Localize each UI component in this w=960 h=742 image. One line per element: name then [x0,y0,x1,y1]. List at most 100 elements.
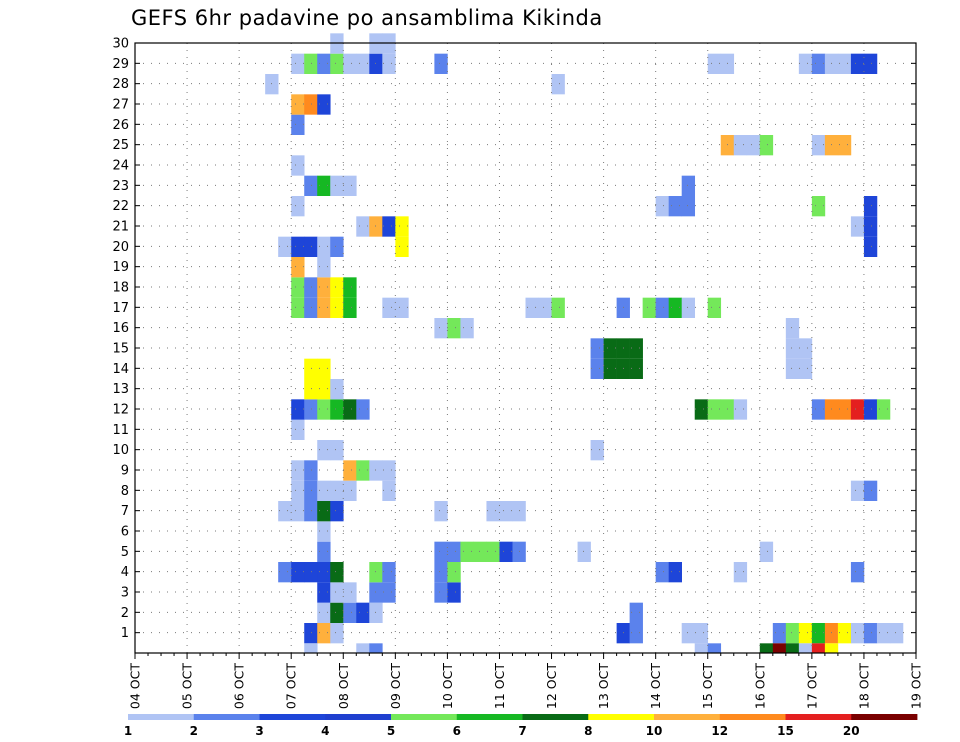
heatmap-cell [291,94,305,115]
heatmap-cell [291,460,305,481]
heatmap-cell [759,643,774,654]
heatmap-cell [681,297,696,318]
y-tick-label: 13 [112,382,129,397]
heatmap-cell [707,297,722,318]
heatmap-cell [733,399,748,420]
heatmap-cell [317,623,331,644]
heatmap-cell [616,358,630,379]
heatmap-cell [356,216,370,237]
heatmap-cell [863,480,878,501]
heatmap-cell [395,216,409,237]
heatmap-cell [291,480,305,501]
heatmap-cell [460,541,474,562]
heatmap-cell [317,521,331,542]
heatmap-cell [668,196,682,217]
heatmap-cell [668,562,682,583]
heatmap-cell [304,501,318,522]
heatmap-cell [707,643,722,654]
heatmap-cell [876,399,891,420]
heatmap-cell [317,440,331,461]
heatmap-cell [330,602,344,623]
colorbar-label: 4 [321,724,329,738]
heatmap-cell [317,257,331,278]
heatmap-cell [330,379,344,400]
y-tick-label: 12 [112,403,129,418]
heatmap-cell [382,480,396,501]
heatmap-cell [733,135,748,156]
heatmap-cell [291,562,305,583]
x-tick-label: 12 OCT [544,663,559,709]
y-tick-label: 28 [112,77,129,92]
heatmap-cell [629,623,643,644]
y-tick-label: 5 [121,545,129,560]
colorbar-label: 3 [255,724,263,738]
heatmap-cell [785,338,800,359]
heatmap-cell [603,338,617,359]
heatmap-cell [343,582,357,603]
colorbar-segment [391,714,458,720]
heatmap-cell [304,175,318,196]
heatmap-cell [837,135,852,156]
heatmap-cell [668,297,682,318]
y-tick-label: 8 [121,484,129,499]
heatmap-cell [382,297,396,318]
heatmap-cell [330,53,344,74]
y-tick-label: 27 [112,98,129,113]
colorbar-label: 1 [124,724,132,738]
heatmap-cell [382,582,396,603]
y-tick-label: 29 [112,57,129,72]
colorbar-segment [259,714,326,720]
x-tick-label: 08 OCT [336,663,351,709]
heatmap-cell [694,623,709,644]
y-tick-label: 21 [112,220,129,235]
heatmap-cell [798,53,813,74]
heatmap-cell [343,399,357,420]
heatmap-cell [473,541,487,562]
y-tick-label: 15 [112,342,129,357]
heatmap-cell [343,297,357,318]
heatmap-cell [317,277,331,298]
heatmap-cell [317,358,331,379]
heatmap-cell [304,53,318,74]
x-tick-label: 15 OCT [700,663,715,709]
colorbar-label: 8 [584,724,592,738]
heatmap-cell [382,460,396,481]
heatmap-cell [798,338,813,359]
heatmap-cell [590,358,604,379]
heatmap-cell [707,399,722,420]
heatmap-cell [356,602,370,623]
heatmap-cell [395,297,409,318]
heatmap-cell [330,297,344,318]
heatmap-cell [850,480,865,501]
y-tick-label: 26 [112,118,129,133]
x-tick-label: 04 OCT [128,663,143,709]
heatmap-cell [343,277,357,298]
heatmap-cell [577,541,591,562]
x-tick-label: 13 OCT [596,663,611,709]
heatmap-cell [369,53,383,74]
y-tick-label: 18 [112,281,129,296]
x-tick-label: 07 OCT [284,663,299,709]
heatmap-cell [434,501,448,522]
y-tick-label: 20 [112,240,129,255]
heatmap-cell [304,480,318,501]
heatmap-cell [785,643,800,654]
heatmap-cell [330,236,344,257]
heatmap-cell [863,53,878,74]
heatmap-cell [356,460,370,481]
colorbar-label: 2 [190,724,198,738]
heatmap-cell [330,480,344,501]
colorbar-segment [325,714,392,720]
colorbar-segment [851,714,918,720]
heatmap-cell [317,602,331,623]
y-tick-label: 11 [112,423,129,438]
heatmap-cell [382,216,396,237]
heatmap-cell [278,562,292,583]
heatmap-cell [733,562,748,583]
chart-title: GEFS 6hr padavine po ansamblima Kikinda [131,6,603,30]
heatmap-cell [330,175,344,196]
heatmap-cell [304,94,318,115]
heatmap-cell [629,338,643,359]
heatmap-cell [525,297,539,318]
heatmap-cell [798,358,813,379]
